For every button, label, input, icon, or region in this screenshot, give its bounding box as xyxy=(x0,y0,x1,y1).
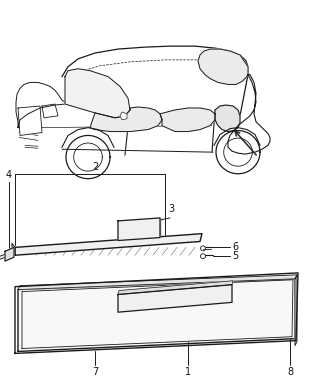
Polygon shape xyxy=(5,247,14,261)
Polygon shape xyxy=(18,275,297,290)
Polygon shape xyxy=(18,106,42,135)
Polygon shape xyxy=(160,108,215,132)
Text: 1: 1 xyxy=(185,367,191,377)
Polygon shape xyxy=(118,281,233,294)
Text: 2: 2 xyxy=(92,162,98,172)
Text: 5: 5 xyxy=(232,251,238,261)
Polygon shape xyxy=(118,218,160,240)
Polygon shape xyxy=(90,107,162,132)
Text: 6: 6 xyxy=(232,242,238,253)
Text: 7: 7 xyxy=(92,367,98,377)
Text: 3: 3 xyxy=(168,204,174,214)
Polygon shape xyxy=(18,279,295,352)
Polygon shape xyxy=(18,46,270,159)
Polygon shape xyxy=(16,82,65,128)
Polygon shape xyxy=(65,69,130,118)
Polygon shape xyxy=(215,105,240,132)
Polygon shape xyxy=(15,234,202,255)
Polygon shape xyxy=(42,104,58,118)
Polygon shape xyxy=(198,49,248,84)
Text: 4: 4 xyxy=(6,170,12,180)
Polygon shape xyxy=(118,285,232,312)
Polygon shape xyxy=(12,243,15,255)
Polygon shape xyxy=(295,275,297,345)
Text: 8: 8 xyxy=(287,367,293,377)
Polygon shape xyxy=(120,112,127,120)
